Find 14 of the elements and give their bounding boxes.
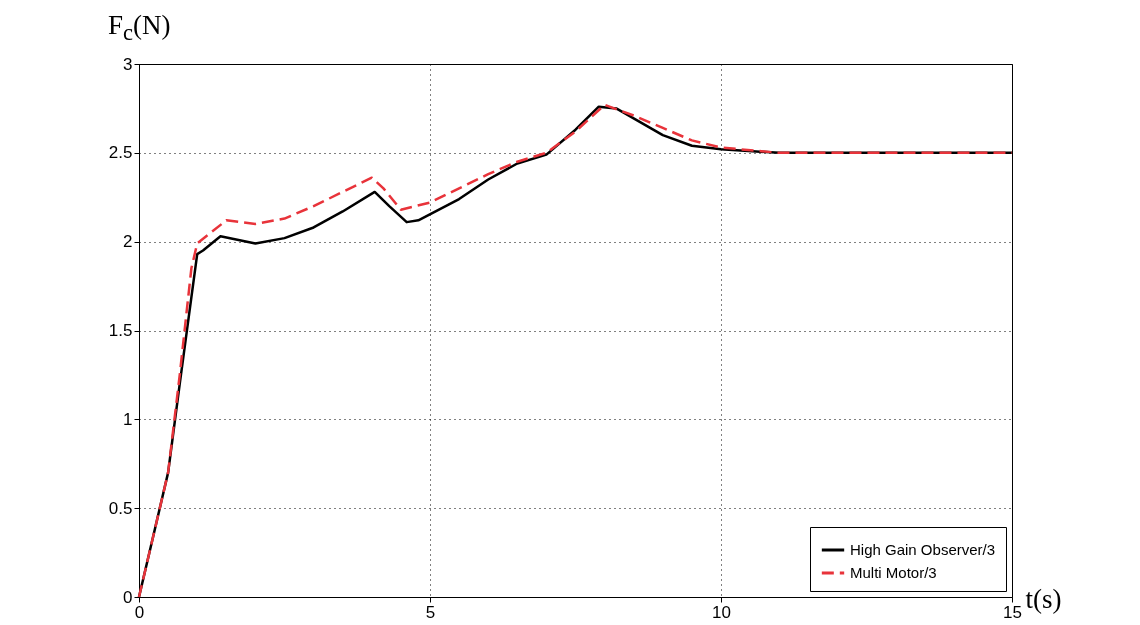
x-tick-label: 10 — [712, 602, 731, 622]
legend-label: Multi Motor/3 — [850, 564, 937, 581]
x-tick-label: 5 — [425, 602, 436, 622]
y-tick-label: 1.5 — [108, 321, 133, 340]
legend-label: High Gain Observer/3 — [850, 541, 996, 558]
x-tick-label: 15 — [1003, 602, 1022, 622]
y-tick-label: 0 — [123, 587, 133, 607]
y-tick-label: 2.5 — [108, 143, 133, 163]
y-tick-label: 1 — [123, 409, 133, 429]
x-axis-title: t(s) — [1025, 583, 1062, 614]
y-tick-label: 2 — [123, 232, 133, 252]
y-axis-title: F$_{c}$(N) — [108, 10, 171, 47]
y-tick-label: 3 — [123, 54, 133, 74]
y-tick-label: 0.5 — [108, 498, 133, 518]
